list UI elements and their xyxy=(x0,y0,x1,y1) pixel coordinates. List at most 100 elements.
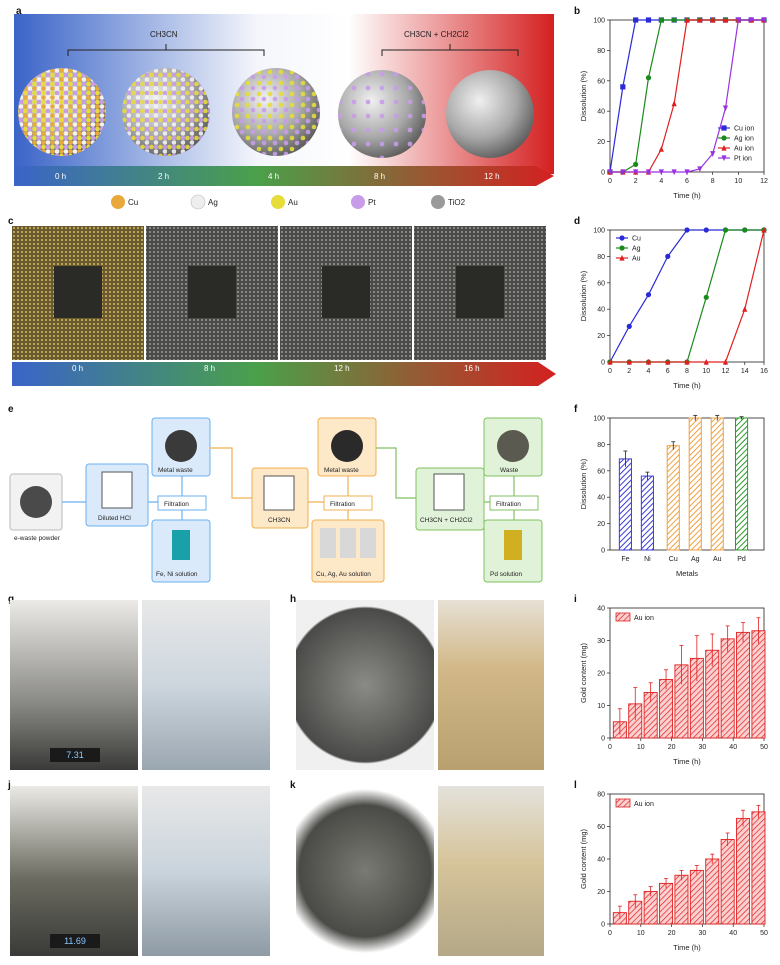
y-tick-label: 30 xyxy=(597,638,605,645)
y-tick-label: 80 xyxy=(597,442,605,449)
x-category-label: Pd xyxy=(737,556,746,563)
x-tick-label: 14 xyxy=(741,368,749,375)
bar xyxy=(705,858,720,925)
y-tick-label: 40 xyxy=(597,307,605,314)
data-point xyxy=(684,358,690,365)
panel-label-i: i xyxy=(574,594,577,605)
panel-c-time-0: 0 h xyxy=(72,364,84,373)
x-axis-label: Metals xyxy=(676,569,698,578)
y-tick-label: 80 xyxy=(597,254,605,261)
photo-k-pcb-chunks xyxy=(296,786,434,956)
data-point xyxy=(633,17,639,23)
y-tick-label: 0 xyxy=(601,360,605,367)
legend-tio2-swatch xyxy=(431,195,445,209)
y-tick-label: 60 xyxy=(597,468,605,475)
bar xyxy=(689,869,704,925)
y-tick-label: 100 xyxy=(593,18,605,25)
x-axis-label: Time (h) xyxy=(673,757,701,766)
data-point xyxy=(742,227,748,233)
panel-a-schematic xyxy=(14,14,554,210)
data-point xyxy=(722,358,729,365)
pd-label: Pd solution xyxy=(490,571,523,578)
data-point xyxy=(633,169,639,176)
y-tick-label: 0 xyxy=(601,736,605,743)
x-tick-label: 2 xyxy=(634,178,638,185)
legend-marker xyxy=(721,144,727,151)
legend-label: Au ion xyxy=(634,801,654,808)
x-category-label: Au xyxy=(713,556,722,563)
metal-waste-1-label: Metal waste xyxy=(158,467,193,474)
y-tick-label: 60 xyxy=(597,824,605,831)
photo-j-pcbs-in-beaker: 11.69 xyxy=(10,786,138,956)
data-point xyxy=(703,358,709,365)
data-point xyxy=(761,17,767,24)
x-tick-label: 50 xyxy=(760,744,768,751)
data-point xyxy=(722,227,729,233)
x-category-label: Cu xyxy=(669,556,678,563)
y-tick-label: 80 xyxy=(597,792,605,799)
photo-h-solution xyxy=(438,600,544,770)
data-point xyxy=(697,16,703,23)
data-point xyxy=(620,169,626,176)
data-point xyxy=(735,17,741,24)
x-tick-label: 10 xyxy=(702,368,710,375)
filtration-1-label: Filtration xyxy=(164,501,189,508)
y-tick-label: 100 xyxy=(593,416,605,423)
legend-label: Au ion xyxy=(734,146,754,153)
x-tick-label: 10 xyxy=(637,930,645,937)
data-point xyxy=(626,358,632,365)
panel-e-flow-diagram: e-waste powder Diluted HCl Metal waste F… xyxy=(9,417,543,583)
data-point xyxy=(671,17,677,23)
y-tick-label: 60 xyxy=(597,280,605,287)
x-tick-label: 50 xyxy=(760,930,768,937)
legend-ag-label: Ag xyxy=(208,198,218,207)
panel-a-time-0: 0 h xyxy=(55,172,67,181)
data-point xyxy=(684,169,690,176)
bar-cu xyxy=(666,445,680,551)
legend-swatch xyxy=(615,798,631,808)
series-au xyxy=(607,226,767,365)
bar xyxy=(736,817,751,925)
panel-label-h: h xyxy=(290,594,297,605)
data-point xyxy=(710,151,716,157)
y-tick-label: 40 xyxy=(597,109,605,116)
legend-label: Cu xyxy=(632,236,641,243)
panel-a-time-3: 8 h xyxy=(374,172,386,181)
cu-ag-au-label: Cu, Ag, Au solution xyxy=(316,571,371,578)
panel-c-time-3: 16 h xyxy=(464,364,480,373)
panel-label-e: e xyxy=(8,404,14,415)
y-tick-label: 80 xyxy=(597,48,605,55)
data-point xyxy=(684,16,690,23)
legend-marker xyxy=(619,235,625,241)
chart-f: 0 20 40 60 80 100 Dissolution (%) Metals Fe Ni Cu A… xyxy=(579,414,765,578)
panel-c-cpu-photos xyxy=(12,226,556,386)
data-point xyxy=(761,226,767,233)
legend-cu-swatch xyxy=(111,195,125,209)
sphere-12h xyxy=(446,70,534,158)
data-point xyxy=(658,17,664,23)
y-tick-label: 20 xyxy=(597,521,605,528)
bar xyxy=(659,882,674,925)
y-axis-label: Gold content (mg) xyxy=(579,642,588,703)
data-point xyxy=(626,323,632,329)
y-tick-label: 60 xyxy=(597,78,605,85)
x-tick-label: 0 xyxy=(608,178,612,185)
x-tick-label: 4 xyxy=(647,368,651,375)
data-point xyxy=(710,16,716,23)
y-tick-label: 40 xyxy=(597,606,605,613)
x-tick-label: 12 xyxy=(722,368,730,375)
y-tick-label: 0 xyxy=(601,548,605,555)
chart-i: 0 10 20 30 40 Gold content (mg) Time (h) 0 10 20 3… xyxy=(579,606,768,767)
legend-marker xyxy=(721,125,727,131)
data-point xyxy=(645,292,652,298)
fe-ni-label: Fe, Ni solution xyxy=(156,571,198,578)
legend-tio2-label: TiO2 xyxy=(448,198,466,207)
panel-label-k: k xyxy=(290,780,296,791)
data-point xyxy=(703,227,709,233)
y-tick-label: 0 xyxy=(601,170,605,177)
legend-ag-swatch xyxy=(190,194,206,210)
panel-c-time-1: 8 h xyxy=(204,364,216,373)
panel-a-time-4: 12 h xyxy=(484,172,500,181)
legend-label: Au xyxy=(632,256,641,263)
bar-ag xyxy=(688,417,702,551)
